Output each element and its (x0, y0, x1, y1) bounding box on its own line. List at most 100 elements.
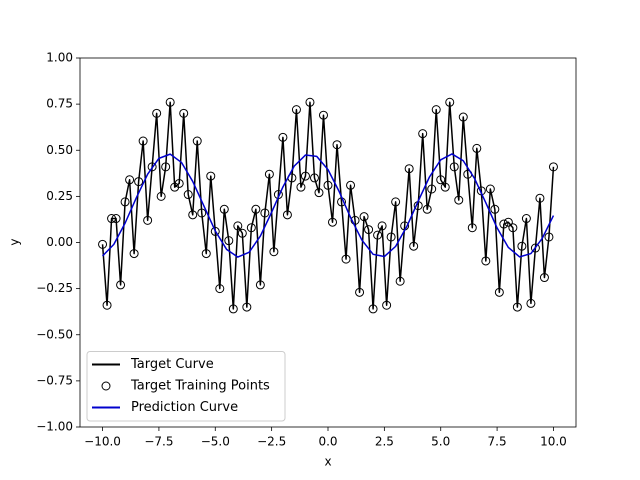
data-point (526, 298, 536, 308)
data-point (179, 108, 189, 118)
data-point (165, 97, 175, 107)
y-tick-label: −0.75 (36, 373, 73, 387)
data-point (246, 223, 256, 233)
data-point (535, 193, 545, 203)
data-point (422, 204, 432, 214)
data-point (368, 304, 378, 314)
data-point (102, 300, 112, 310)
x-tick-label: 7.5 (488, 435, 507, 449)
data-point (188, 210, 198, 220)
data-point (291, 105, 301, 115)
data-point (503, 217, 513, 227)
data-point (449, 162, 459, 172)
legend-label: Target Training Points (130, 379, 270, 394)
data-point (530, 243, 540, 253)
data-point (197, 208, 207, 218)
x-tick-label: −2.5 (257, 435, 286, 449)
legend-label: Target Curve (130, 357, 214, 372)
data-point (364, 225, 374, 235)
data-point (377, 221, 387, 231)
y-tick-label: 0.25 (46, 189, 73, 203)
x-tick-label: −10.0 (84, 435, 121, 449)
data-point (517, 241, 527, 251)
data-point (485, 184, 495, 194)
data-point (156, 191, 166, 201)
x-tick-label: 10.0 (540, 435, 567, 449)
data-point (472, 143, 482, 153)
data-point (481, 256, 491, 266)
data-point (418, 129, 428, 139)
data-point (544, 232, 554, 242)
data-point (346, 180, 356, 190)
data-point (237, 228, 247, 238)
series-line (102, 153, 555, 258)
legend-marker (101, 381, 111, 391)
legend-label: Prediction Curve (131, 400, 238, 415)
data-point (341, 254, 351, 264)
data-point (436, 175, 446, 185)
y-tick-label: −0.50 (36, 327, 73, 341)
data-point (183, 190, 193, 200)
plot-frame (79, 57, 577, 428)
data-point (391, 197, 401, 207)
data-point (323, 180, 333, 190)
data-point (174, 178, 184, 188)
data-point (255, 280, 265, 290)
data-point (355, 287, 365, 297)
data-point (251, 204, 261, 214)
data-point (269, 247, 279, 257)
data-point (314, 188, 324, 198)
data-point (431, 105, 441, 115)
data-point (125, 175, 135, 185)
data-point (120, 197, 130, 207)
data-point (152, 108, 162, 118)
data-point (116, 280, 126, 290)
y-tick-label: 0.50 (46, 143, 73, 157)
data-point (508, 223, 518, 233)
y-tick-label: 0.00 (46, 235, 73, 249)
data-point (296, 182, 306, 192)
legend-box (86, 351, 286, 422)
data-point (264, 169, 274, 179)
data-point (129, 249, 139, 259)
data-point (494, 287, 504, 297)
data-point (300, 171, 310, 181)
data-point (382, 300, 392, 310)
data-point (548, 162, 558, 172)
data-point (161, 162, 171, 172)
y-tick-label: 1.00 (46, 51, 73, 65)
data-point (521, 214, 531, 224)
data-point (305, 97, 315, 107)
data-point (228, 304, 238, 314)
data-point (224, 236, 234, 246)
data-point (328, 217, 338, 227)
data-point (201, 249, 211, 259)
data-point (107, 214, 117, 224)
data-point (147, 162, 157, 172)
data-point (373, 230, 383, 240)
data-point (134, 177, 144, 187)
x-tick-label: 5.0 (431, 435, 450, 449)
data-point (350, 215, 360, 225)
data-point (467, 223, 477, 233)
data-point (445, 97, 455, 107)
data-point (143, 215, 153, 225)
x-tick-label: −5.0 (201, 435, 230, 449)
data-point (233, 221, 243, 231)
data-point (386, 232, 396, 242)
data-point (404, 164, 414, 174)
data-point (440, 182, 450, 192)
data-point (318, 110, 328, 120)
data-point (278, 132, 288, 142)
data-point (215, 284, 225, 294)
data-point (98, 239, 108, 249)
y-tick-label: −1.00 (36, 420, 73, 434)
x-axis-label: x (324, 455, 331, 469)
data-point (260, 208, 270, 218)
data-point (111, 214, 121, 224)
data-point (242, 302, 252, 312)
x-tick-label: 0.0 (318, 435, 337, 449)
data-point (206, 171, 216, 181)
x-tick-label: −7.5 (144, 435, 173, 449)
